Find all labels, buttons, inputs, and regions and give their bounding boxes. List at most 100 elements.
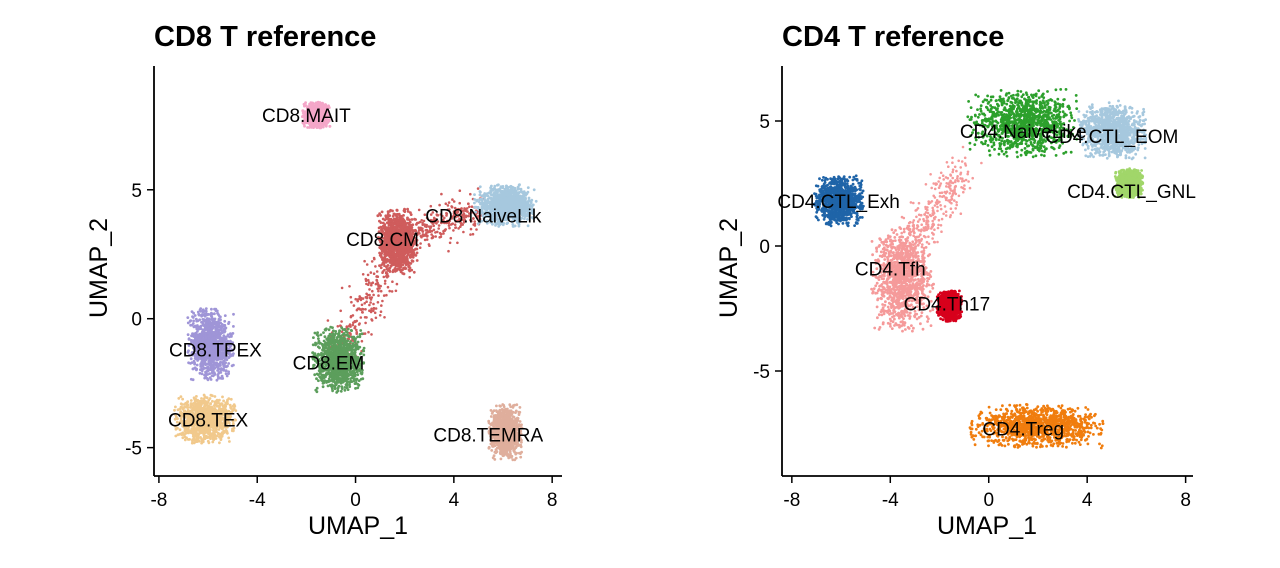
cd8-point [499,185,503,189]
cd8-point [349,295,353,299]
cd8-point [411,255,415,259]
cd8-point [339,324,342,328]
cd8-point [361,273,365,276]
cd8-point [325,342,328,345]
cd8-point [382,294,386,297]
cd8-point [368,296,372,300]
cd8-point [381,271,384,275]
cd8-point [478,190,482,193]
cd8-point [343,337,347,340]
cd8-point [501,189,504,193]
cd8-point [372,302,375,306]
cd8-point [353,338,357,342]
cd8-point [383,316,386,319]
cd8-point [333,334,336,337]
cd8-point [390,290,394,293]
cd8-point [343,388,347,392]
cd8-point [425,238,429,241]
cd8-point [395,212,399,216]
cd8-point [312,336,315,339]
cd8-point [369,310,373,314]
cd8-point [354,297,358,301]
cd8-point [349,329,353,332]
cd8-point [367,278,370,282]
cd8-point [330,334,334,338]
cd8-point [377,294,380,297]
cd8-point [509,184,513,188]
cd8-point [325,337,329,341]
cd8-point [448,241,452,245]
cd8-point [384,253,387,257]
cd8-point [371,289,374,293]
cd8-point [462,230,465,234]
cd8-point [379,289,383,293]
cd8-point [385,217,388,221]
cd8-point [320,376,324,380]
cd8-point [335,379,339,383]
cd8-point [467,202,470,206]
cd8-point [347,324,351,328]
cd8-point [329,325,333,329]
cd8-point [409,211,412,215]
cd8-point [475,199,479,203]
cd8-point [345,377,349,381]
cd8-point [329,337,332,340]
cd8-point [392,257,396,261]
cd8-point [428,229,432,232]
cd8-point [492,193,496,197]
cd8-point [357,323,361,326]
cd8-points [173,100,538,462]
cd8-point [447,201,451,204]
cd8-point [342,345,346,348]
cd8-point [480,201,484,204]
cd8-point [399,259,403,263]
cd8-point [362,349,366,353]
cd8-point [394,289,398,293]
cd8-point [449,236,453,240]
cd8-point [336,332,340,336]
cd8-point [390,262,394,265]
cd8-point [456,241,459,245]
cd8-point [325,379,329,383]
cd8-point [356,382,360,386]
cd8-point [340,286,344,290]
cd8-point [444,202,448,205]
cd8-point [392,252,396,256]
cd8-point [348,383,351,387]
cd8-point [315,386,319,390]
cd8-point [345,343,348,347]
cd8-point [473,193,476,197]
cd8-point [314,343,317,347]
cd8-point [367,281,371,284]
cd8-point [363,302,367,305]
cd8-point [368,303,371,307]
cd8-point [359,329,363,332]
cd8-point [342,340,346,344]
cd8-point [398,223,402,226]
cd8-point [351,345,355,349]
cd8-point [375,279,379,282]
cd8-point [477,200,481,204]
cd8-panel: CD8 T reference -8 -4 0 4 8 -505 UMAP_1 UMAP… [85,21,562,540]
cd8-point [360,303,364,307]
cd8-point [378,251,381,255]
cd8-point [363,259,366,263]
cd8-point [415,251,419,255]
cd8-point [358,295,362,298]
cd8-point [336,389,340,393]
cd8-point [403,207,406,211]
cd8-point [368,288,371,291]
cd8-point [514,199,518,203]
cd8-point [345,325,349,329]
cd8-point [511,194,515,198]
cd8-point [519,187,523,191]
cd8-point [402,255,406,259]
cd8-point [323,335,327,339]
cd8-point [419,242,422,245]
cd8-point [339,309,343,313]
cd8-point [332,378,336,381]
cd8-point [503,195,506,199]
cd8-point [385,258,389,261]
cd8-point [356,335,360,339]
cd8-point [357,307,361,310]
